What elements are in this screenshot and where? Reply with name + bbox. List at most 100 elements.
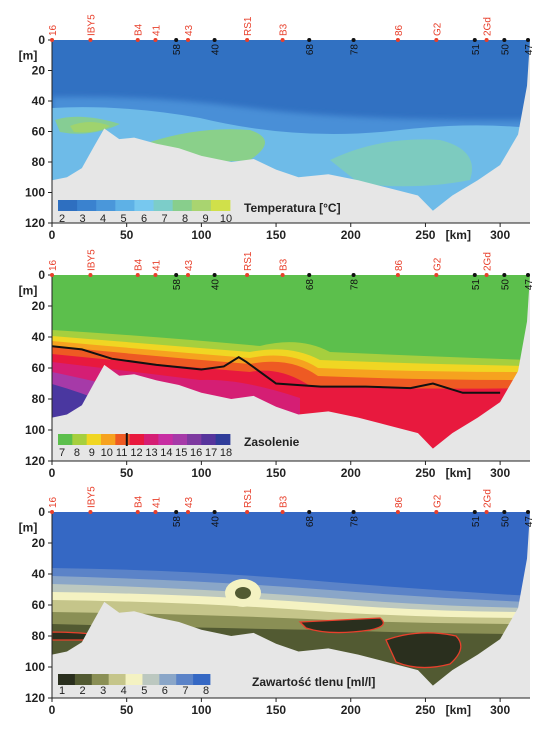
station-marker bbox=[351, 273, 356, 277]
x-tick-label: 150 bbox=[266, 228, 286, 242]
oxygen-anoxic-zone-right bbox=[298, 617, 462, 669]
y-tick-label: 60 bbox=[32, 125, 46, 139]
station-marker bbox=[212, 510, 217, 514]
x-tick-label: 250 bbox=[415, 466, 435, 480]
station-label: IBY5 bbox=[86, 486, 97, 508]
station-marker bbox=[484, 38, 489, 42]
y-tick-label: 80 bbox=[32, 155, 46, 169]
legend-swatch bbox=[74, 674, 93, 685]
station-marker bbox=[212, 273, 217, 277]
x-tick-label: 200 bbox=[341, 466, 361, 480]
legend-tick-label: 8 bbox=[203, 685, 209, 697]
legend-swatch bbox=[159, 674, 177, 685]
station-marker bbox=[472, 510, 477, 514]
station-marker bbox=[307, 510, 312, 514]
station-label: 16 bbox=[48, 259, 59, 271]
station-marker bbox=[50, 38, 54, 42]
y-tick-label: 40 bbox=[32, 330, 46, 344]
legend-swatch bbox=[101, 434, 116, 445]
legend-tick-label: 2 bbox=[59, 213, 65, 225]
y-tick-label: 100 bbox=[25, 186, 45, 200]
legend-swatch bbox=[129, 434, 145, 445]
x-tick-label: 50 bbox=[120, 466, 134, 480]
station-label: 40 bbox=[211, 279, 222, 291]
station-label: 41 bbox=[151, 496, 162, 508]
temperature-seabed bbox=[52, 40, 530, 223]
station-label: 78 bbox=[350, 516, 361, 528]
legend-tick-label: 9 bbox=[89, 447, 95, 459]
station-label: RS1 bbox=[243, 251, 254, 271]
station-label: B3 bbox=[279, 258, 290, 271]
station-label: 50 bbox=[500, 516, 511, 528]
legend-tick-label: 5 bbox=[120, 213, 126, 225]
station-marker bbox=[502, 273, 507, 277]
station-label: 50 bbox=[500, 44, 511, 56]
legend-tick-label: 1 bbox=[59, 685, 65, 697]
legend-tick-label: 10 bbox=[101, 447, 113, 459]
station-label: 43 bbox=[184, 259, 195, 271]
station-marker bbox=[502, 38, 507, 42]
legend-tick-label: 14 bbox=[160, 447, 172, 459]
station-marker bbox=[307, 273, 312, 277]
legend-tick-label: 2 bbox=[80, 685, 86, 697]
station-label: 68 bbox=[305, 44, 316, 56]
legend-tick-label: 8 bbox=[182, 213, 188, 225]
legend-title: Zasolenie bbox=[244, 435, 300, 449]
station-marker bbox=[395, 38, 400, 42]
station-marker bbox=[88, 38, 93, 42]
station-label: 78 bbox=[350, 44, 361, 56]
legend-tick-label: 17 bbox=[205, 447, 217, 459]
y-axis-label: [m] bbox=[19, 48, 38, 62]
station-marker bbox=[50, 273, 54, 277]
station-label: 43 bbox=[184, 496, 195, 508]
y-tick-label: 20 bbox=[32, 299, 46, 313]
station-marker bbox=[245, 510, 250, 514]
station-label: 58 bbox=[172, 44, 183, 56]
legend-swatch bbox=[201, 434, 217, 445]
legend-tick-label: 18 bbox=[220, 447, 232, 459]
legend-swatch bbox=[210, 200, 231, 211]
station-label: 78 bbox=[350, 279, 361, 291]
legend-swatch bbox=[215, 434, 231, 445]
station-label: 47 bbox=[524, 279, 535, 291]
x-tick-label: 200 bbox=[341, 228, 361, 242]
station-marker bbox=[50, 510, 54, 514]
station-label: 68 bbox=[305, 516, 316, 528]
temperature-warm-deep-right bbox=[330, 139, 472, 187]
station-marker bbox=[174, 273, 179, 277]
station-marker bbox=[186, 510, 190, 514]
legend-swatch bbox=[172, 200, 193, 211]
station-marker bbox=[135, 273, 140, 277]
x-tick-label: 100 bbox=[191, 228, 211, 242]
station-marker bbox=[434, 510, 439, 514]
temperature-warm-deep-center bbox=[70, 122, 110, 133]
station-label: 58 bbox=[172, 279, 183, 291]
station-marker bbox=[245, 38, 250, 42]
station-label: 41 bbox=[151, 24, 162, 36]
x-tick-label: 300 bbox=[490, 228, 510, 242]
station-marker bbox=[280, 38, 285, 42]
station-label: 40 bbox=[211, 44, 222, 56]
x-tick-label: 150 bbox=[266, 703, 286, 717]
y-tick-label: 80 bbox=[32, 392, 46, 406]
station-marker bbox=[186, 273, 190, 277]
station-label: B3 bbox=[279, 495, 290, 508]
legend-swatch bbox=[187, 434, 202, 445]
station-label: B3 bbox=[279, 23, 290, 36]
legend-swatch bbox=[153, 200, 174, 211]
station-marker bbox=[434, 38, 439, 42]
salinity-seabed bbox=[52, 275, 530, 461]
station-marker bbox=[135, 38, 140, 42]
station-marker bbox=[280, 510, 285, 514]
station-marker bbox=[434, 273, 439, 277]
x-tick-label: 0 bbox=[49, 228, 56, 242]
y-tick-label: 60 bbox=[32, 361, 46, 375]
legend-tick-label: 7 bbox=[161, 213, 167, 225]
legend-title: Temperatura [°C] bbox=[244, 201, 341, 215]
station-label: B4 bbox=[134, 495, 145, 508]
x-axis-label: [km] bbox=[446, 466, 471, 480]
